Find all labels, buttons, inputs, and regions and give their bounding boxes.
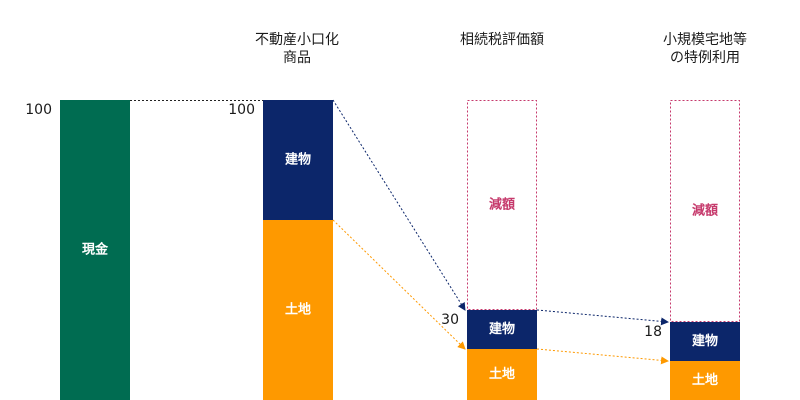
- value-label-0: 100: [25, 102, 52, 118]
- bar-segment-1-土地: [263, 220, 333, 400]
- bar-segment-3-建物: [670, 322, 740, 361]
- reduction-label-2: 減額: [489, 197, 515, 213]
- bar-segment-2-建物: [467, 310, 537, 349]
- bar-segment-3-土地: [670, 361, 740, 400]
- bar-label-1-土地: 土地: [285, 302, 311, 318]
- bar-segment-1-建物: [263, 100, 333, 220]
- value-label-3: 18: [644, 324, 662, 340]
- bar-label-3-土地: 土地: [692, 372, 718, 388]
- value-label-2: 30: [441, 312, 459, 328]
- value-label-1: 100: [228, 102, 255, 118]
- reduction-label-3: 減額: [692, 203, 718, 219]
- bar-label-1-建物: 建物: [285, 152, 311, 168]
- arrow-建物-2: [536, 309, 669, 326]
- bar-label-3-建物: 建物: [692, 333, 718, 349]
- arrow-土地-2: [536, 348, 669, 365]
- arrow-土地-1: [332, 219, 466, 350]
- bar-label-2-建物: 建物: [489, 321, 515, 337]
- arrow-建物-1: [332, 99, 466, 311]
- reduction-box-3: [670, 100, 740, 322]
- bar-segment-0-現金: [60, 100, 130, 400]
- reduction-box-2: [467, 100, 537, 310]
- bar-label-2-土地: 土地: [489, 366, 515, 382]
- bar-label-0-現金: 現金: [82, 242, 109, 258]
- column-label-3: 小規模宅地等 の特例利用: [663, 32, 747, 66]
- column-label-2: 相続税評価額: [460, 32, 544, 48]
- column-label-1: 不動産小口化 商品: [255, 32, 339, 66]
- bar-segment-2-土地: [467, 349, 537, 400]
